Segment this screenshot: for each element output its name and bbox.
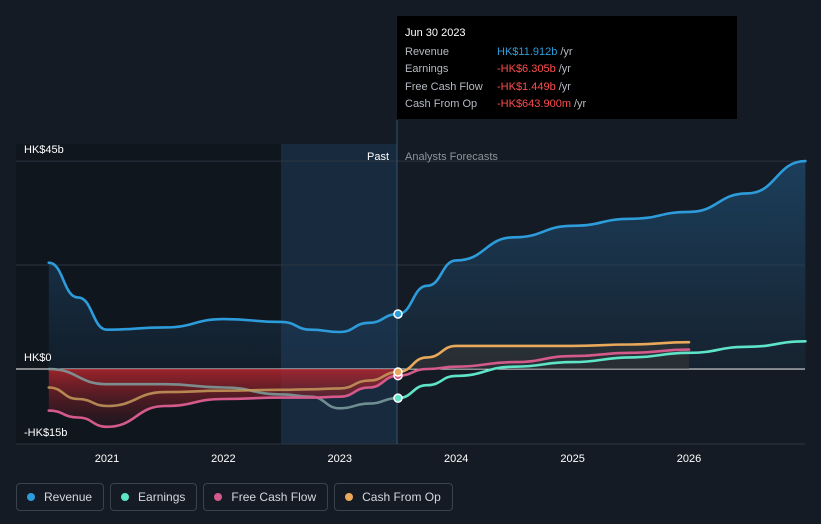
tooltip-value: HK$11.912b — [497, 45, 558, 58]
cash-from-op-forecast-line — [396, 340, 691, 374]
legend-item-free-cash-flow[interactable]: Free Cash Flow — [203, 483, 329, 511]
earnings-line — [47, 367, 400, 410]
cash-from-op-marker — [393, 367, 403, 377]
legend-item-revenue[interactable]: Revenue — [16, 483, 105, 511]
tooltip-value: -HK$6.305b — [497, 63, 556, 75]
legend-label: Earnings — [138, 490, 186, 504]
past-label: Past — [367, 151, 389, 163]
tooltip-label: Revenue — [405, 45, 450, 58]
y-tick-label: -HK$15b — [24, 427, 67, 439]
x-tick-label: 2024 — [444, 453, 468, 465]
earnings-forecast-line — [396, 340, 807, 400]
revenue-marker — [393, 309, 403, 319]
tooltip-unit: /yr — [558, 63, 571, 75]
legend-dot-icon — [345, 493, 354, 501]
forecast-label: Analysts Forecasts — [405, 151, 498, 163]
tooltip-label: Cash From Op — [405, 98, 478, 110]
tooltip-row-revenue: Revenue HK$11.912b /yr — [405, 44, 729, 62]
tooltip-date: Jun 30 2023 — [405, 27, 466, 39]
tooltip-unit: /yr — [558, 80, 571, 93]
tooltip-label: Earnings — [405, 63, 449, 75]
legend-label: Free Cash Flow — [231, 490, 317, 504]
earnings-marker — [393, 393, 403, 403]
tooltip-row-cash-from-op: Cash From Op -HK$643.900m /yr — [405, 96, 729, 114]
free-cash-flow-forecast-line — [396, 348, 691, 377]
legend-item-earnings[interactable]: Earnings — [110, 483, 198, 511]
legend-dot-icon — [121, 493, 130, 501]
tooltip-value: -HK$1.449b — [497, 80, 556, 93]
cash-from-op-line — [47, 370, 400, 408]
legend-label: Revenue — [44, 490, 93, 504]
x-tick-label: 2026 — [677, 453, 701, 465]
tooltip-unit: /yr — [574, 98, 587, 110]
legend-item-cash-from-op[interactable]: Cash From Op — [334, 483, 453, 511]
tooltip-row-earnings: Earnings -HK$6.305b /yr — [405, 61, 729, 79]
tooltip-unit: /yr — [560, 45, 573, 58]
tooltip: Jun 30 2023 Revenue HK$11.912b /yr Earni… — [397, 16, 737, 119]
tooltip-value: -HK$643.900m — [497, 98, 571, 110]
tooltip-row-free-cash-flow: Free Cash Flow -HK$1.449b /yr — [405, 79, 729, 97]
x-tick-label: 2025 — [560, 453, 584, 465]
revenue-area — [48, 161, 806, 369]
y-tick-label: HK$45b — [24, 144, 64, 156]
y-tick-label: HK$0 — [24, 352, 52, 364]
legend-dot-icon — [214, 493, 223, 501]
forecast-area — [398, 342, 689, 372]
legend: Revenue Earnings Free Cash Flow Cash Fro… — [16, 483, 453, 511]
legend-label: Cash From Op — [362, 490, 441, 504]
x-tick-label: 2021 — [95, 453, 119, 465]
tooltip-label: Free Cash Flow — [405, 80, 483, 93]
revenue-forecast-line — [396, 159, 807, 316]
x-tick-label: 2022 — [211, 453, 235, 465]
x-tick-label: 2023 — [328, 453, 352, 465]
legend-dot-icon — [27, 493, 35, 501]
highlight-band — [281, 144, 397, 444]
revenue-line — [47, 261, 400, 334]
free-cash-flow-line — [47, 374, 400, 429]
